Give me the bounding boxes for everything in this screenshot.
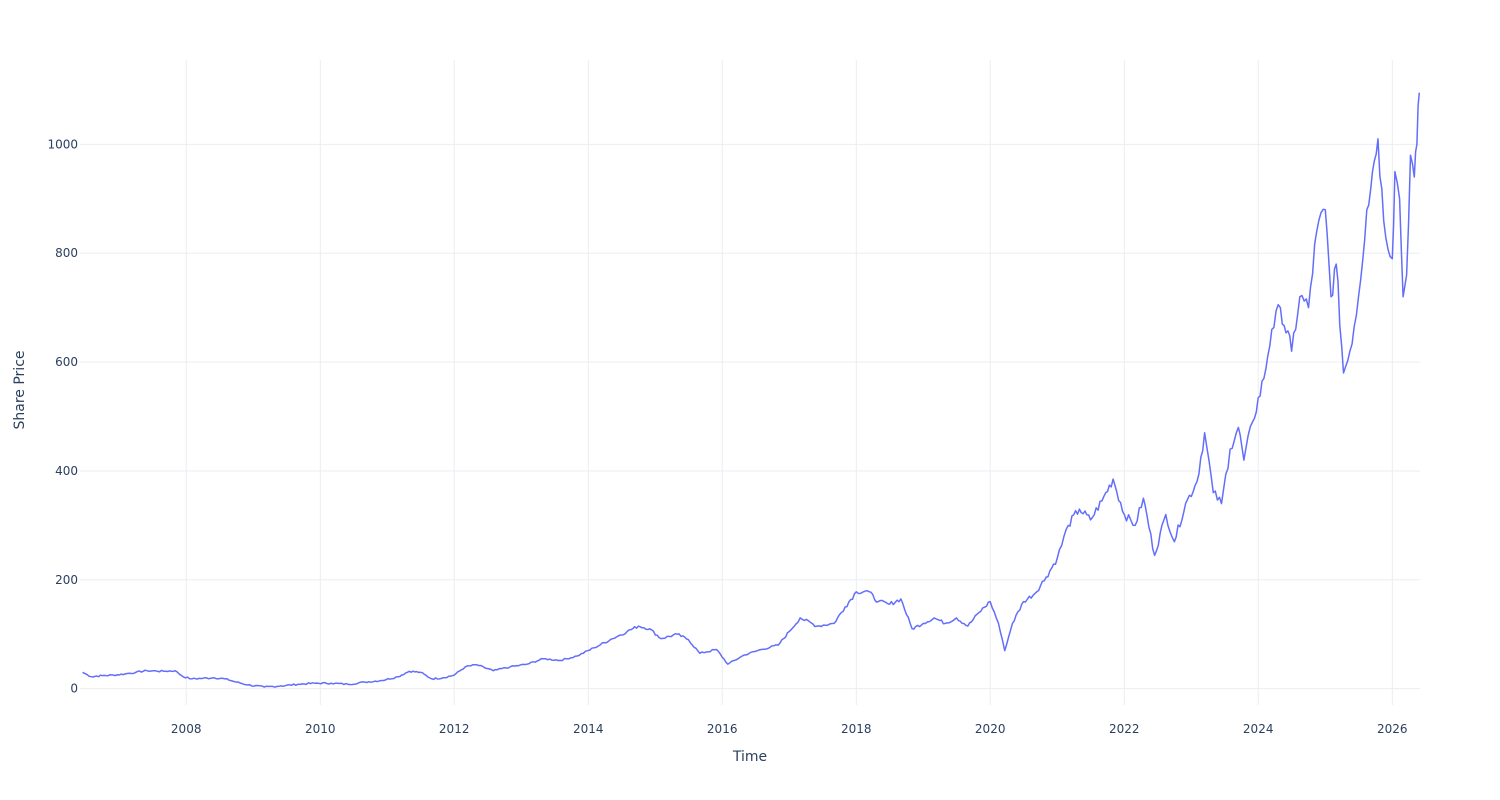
x-tick-label: 2008	[171, 722, 202, 736]
gridlines	[80, 60, 1420, 705]
y-tick-label: 800	[55, 246, 78, 260]
y-tick-label: 400	[55, 464, 78, 478]
y-tick-label: 600	[55, 355, 78, 369]
y-axis-title: Share Price	[12, 350, 28, 429]
y-tick-label: 0	[70, 682, 78, 696]
y-tick-label: 200	[55, 573, 78, 587]
y-axis-ticks: 0 200 400 600 800 1000	[47, 137, 78, 695]
series-layer	[82, 92, 1421, 688]
x-tick-label: 2010	[305, 722, 336, 736]
x-tick-label: 2020	[975, 722, 1006, 736]
y-tick-label: 1000	[47, 137, 78, 151]
x-axis-ticks: 2008 2010 2012 2014 2016 2018 2020 2022 2024 2026	[171, 722, 1408, 736]
x-tick-label: 2014	[573, 722, 604, 736]
x-tick-label: 2012	[439, 722, 470, 736]
x-tick-label: 2018	[841, 722, 872, 736]
x-axis-title: Time	[732, 749, 767, 765]
x-tick-label: 2024	[1243, 722, 1274, 736]
x-tick-label: 2016	[707, 722, 738, 736]
x-tick-label: 2026	[1377, 722, 1408, 736]
x-tick-label: 2022	[1109, 722, 1140, 736]
series-line-share-price	[82, 92, 1421, 688]
